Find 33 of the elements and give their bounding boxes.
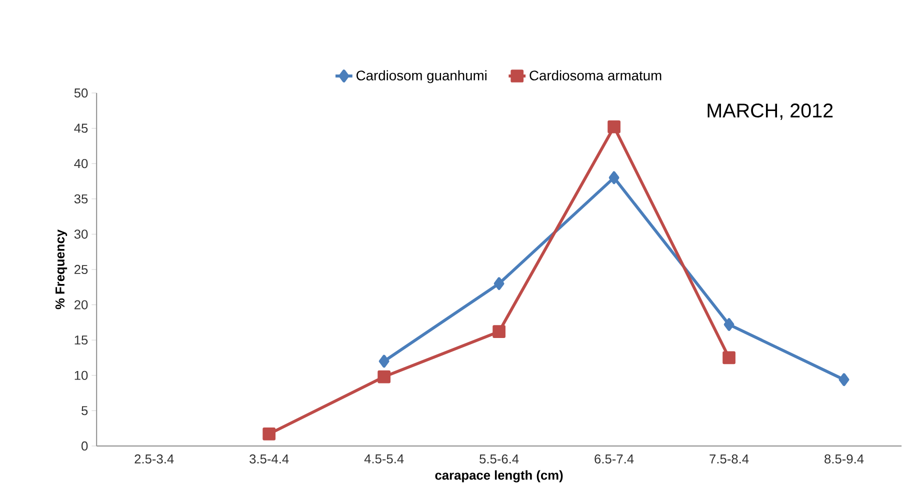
y-tick-label: 0 — [82, 441, 88, 450]
x-tick-label: 5.5-6.4 — [480, 454, 519, 464]
y-tick-label: 50 — [74, 88, 88, 98]
x-tick-label: 2.5-3.4 — [134, 454, 174, 464]
point — [724, 318, 734, 331]
point — [838, 373, 850, 386]
point — [492, 325, 506, 338]
y-tick-label: 5 — [82, 406, 88, 415]
point — [608, 171, 620, 184]
y-tick-label: 30 — [74, 229, 88, 239]
y-tick-label: 20 — [74, 300, 88, 310]
y-tick-label: 45 — [74, 124, 88, 133]
y-tick-label: 35 — [74, 194, 88, 204]
legend-label: Cardiosom guanhumi — [356, 70, 486, 83]
x-tick-label: 8.5-9.4 — [824, 454, 864, 464]
y-axis-title: % Frequency — [55, 229, 68, 309]
legend-label: Cardiosoma armatum — [530, 70, 662, 80]
x-axis-title: carapace length (cm) — [435, 470, 563, 482]
y-tick-label: 10 — [74, 370, 88, 380]
point — [378, 354, 390, 368]
y-tick-label: 15 — [74, 335, 88, 344]
point — [722, 351, 736, 364]
point — [378, 370, 390, 384]
point — [262, 427, 276, 440]
x-tick-label: 3.5-4.4 — [250, 454, 289, 464]
point — [494, 276, 504, 290]
point — [608, 120, 620, 134]
annotation: MARCH, 2012 — [708, 103, 833, 120]
y-tick-label: 40 — [74, 158, 88, 168]
x-tick-label: 7.5-8.4 — [710, 454, 749, 464]
y-tick-label: 25 — [74, 264, 88, 274]
x-tick-label: 4.5-5.4 — [364, 454, 404, 464]
x-tick-label: 6.5-7.4 — [594, 454, 634, 464]
